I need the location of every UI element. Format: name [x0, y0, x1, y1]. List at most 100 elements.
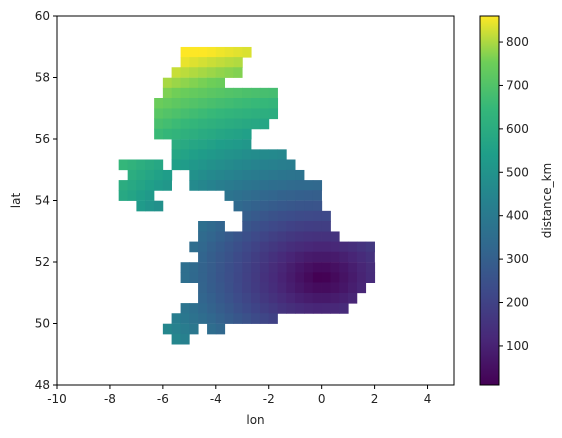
- heatmap-cell: [259, 87, 270, 99]
- heatmap-cell: [303, 282, 314, 294]
- x-tick-label: -8: [104, 392, 116, 406]
- heatmap-cell: [189, 241, 199, 253]
- heatmap-cell: [215, 108, 226, 120]
- heatmap-cell: [118, 180, 128, 191]
- heatmap-cell: [339, 262, 349, 273]
- heatmap-cell: [268, 241, 278, 253]
- heatmap-cell: [268, 108, 279, 120]
- heatmap-cell: [206, 231, 217, 243]
- heatmap-cell: [198, 180, 208, 191]
- heatmap-cell: [233, 303, 243, 314]
- heatmap-cell: [348, 241, 358, 253]
- heatmap-cell: [242, 210, 252, 222]
- colorbar-tick-label: 300: [506, 252, 529, 266]
- y-tick-label: 60: [35, 9, 50, 23]
- heatmap-cell: [233, 98, 243, 109]
- heatmap-cell: [259, 108, 270, 120]
- heatmap-cell: [189, 98, 199, 109]
- heatmap-cell: [198, 139, 208, 150]
- heatmap-cell: [277, 190, 287, 201]
- heatmap-cell: [242, 251, 252, 263]
- heatmap-cell: [295, 303, 305, 314]
- y-tick-label: 50: [35, 317, 50, 331]
- heatmap-cell: [286, 169, 296, 181]
- heatmap-cell: [189, 272, 199, 283]
- heatmap-cell: [198, 149, 208, 160]
- heatmap-cell: [348, 272, 358, 283]
- heatmap-cell: [251, 169, 261, 181]
- heatmap-cell: [189, 46, 199, 58]
- heatmap-cell: [171, 87, 181, 99]
- heatmap-cell: [162, 323, 173, 335]
- heatmap-cell: [259, 292, 270, 304]
- heatmap-cell: [215, 272, 226, 283]
- heatmap-cell: [145, 169, 155, 181]
- heatmap-cell: [268, 169, 278, 181]
- heatmap-cell: [233, 149, 243, 160]
- heatmap-cell: [260, 200, 270, 212]
- heatmap-cell: [356, 282, 367, 294]
- heatmap-cell: [268, 272, 279, 283]
- heatmap-cell: [251, 87, 261, 99]
- heatmap-cell: [242, 262, 252, 273]
- heatmap-cell: [312, 231, 322, 243]
- heatmap-cell: [215, 159, 225, 171]
- heatmap-cell: [224, 292, 234, 304]
- heatmap-cell: [268, 149, 278, 160]
- heatmap-cell: [224, 241, 234, 253]
- heatmap-cell: [145, 159, 155, 171]
- heatmap-cell: [242, 128, 252, 140]
- heatmap-cell: [206, 87, 217, 99]
- heatmap-cell: [339, 282, 349, 294]
- colorbar-tick-label: 400: [506, 209, 529, 223]
- heatmap-cell: [312, 272, 323, 283]
- heatmap-cell: [365, 251, 375, 263]
- heatmap-cell: [233, 118, 243, 130]
- heatmap-cell: [321, 251, 331, 263]
- heatmap-cell: [242, 231, 252, 243]
- heatmap-cell: [251, 200, 261, 212]
- heatmap-cell: [224, 231, 234, 243]
- heatmap-cell: [277, 292, 287, 304]
- colorbar-label: distance_km: [540, 163, 554, 239]
- heatmap-cell: [303, 251, 314, 263]
- heatmap-cell: [180, 87, 190, 99]
- heatmap-cell: [312, 241, 323, 253]
- heatmap-cell: [189, 323, 199, 335]
- heatmap-cell: [295, 180, 305, 191]
- heatmap-cell: [198, 159, 208, 171]
- heatmap-cell: [295, 210, 305, 222]
- heatmap-cell: [162, 87, 173, 99]
- heatmap-cell: [162, 180, 172, 191]
- heatmap-cell: [251, 292, 261, 304]
- heatmap-cell: [330, 303, 340, 314]
- heatmap-cell: [136, 180, 146, 191]
- heatmap-cell: [198, 169, 208, 181]
- x-tick-label: 4: [424, 392, 432, 406]
- heatmap-cell: [242, 46, 252, 58]
- heatmap-cell: [242, 118, 252, 130]
- heatmap-cell: [215, 180, 226, 191]
- heatmap-cell: [242, 313, 252, 324]
- heatmap-cell: [304, 262, 314, 273]
- heatmap-cell: [171, 77, 181, 89]
- heatmap-cell: [154, 169, 164, 181]
- heatmap-cell: [224, 180, 234, 191]
- heatmap-cell: [242, 108, 252, 120]
- heatmap-cell: [268, 231, 278, 243]
- heatmap-cell: [286, 292, 296, 304]
- heatmap-cell: [348, 262, 358, 273]
- heatmap-cell: [242, 87, 252, 99]
- heatmap-cell: [233, 292, 243, 304]
- heatmap-cell: [259, 282, 270, 294]
- heatmap-cell: [154, 118, 164, 130]
- y-tick-label: 56: [35, 132, 50, 146]
- heatmap-cell: [277, 303, 287, 314]
- heatmap-cell: [180, 323, 190, 335]
- heatmap-cell: [250, 159, 261, 171]
- heatmap-cell: [215, 118, 226, 130]
- heatmap-cell: [189, 159, 199, 171]
- heatmap-cell: [215, 323, 226, 335]
- heatmap-cell: [233, 46, 243, 58]
